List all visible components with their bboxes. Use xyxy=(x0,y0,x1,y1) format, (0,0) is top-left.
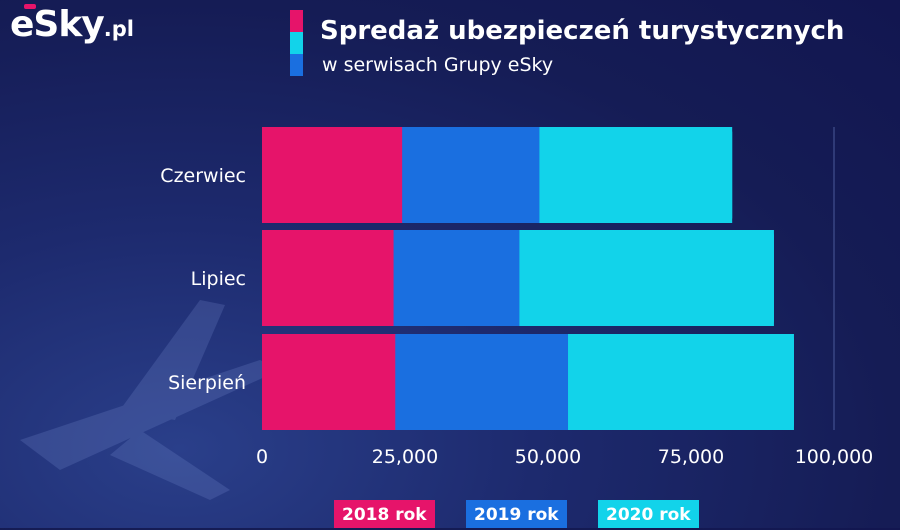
x-tick-label-0: 0 xyxy=(256,446,268,468)
bar-czerwiec-series-2 xyxy=(539,127,733,223)
stripe-2019 xyxy=(290,54,303,76)
legend-item-2018: 2018 rok xyxy=(334,500,435,528)
category-label-1: Lipiec xyxy=(191,268,246,290)
esky-logo: eSky .pl xyxy=(10,4,134,45)
airplane-background-icon xyxy=(20,300,280,500)
chart-title: Spredaż ubezpieczeń turystycznych xyxy=(320,16,845,46)
logo-accent xyxy=(24,4,36,9)
stripe-2020 xyxy=(290,32,303,54)
x-tick-label-4: 100,000 xyxy=(795,446,874,468)
bar-sierpień-series-2 xyxy=(568,334,794,430)
bar-czerwiec-series-1 xyxy=(402,127,540,223)
bar-lipiec-series-2 xyxy=(519,230,774,326)
bar-end-cap-0 xyxy=(720,127,733,223)
category-label-2: Sierpień xyxy=(168,372,246,394)
bar-end-cap-1 xyxy=(761,230,774,326)
bar-sierpień-series-0 xyxy=(262,334,396,430)
x-tick-label-2: 50,000 xyxy=(515,446,581,468)
bar-czerwiec-series-0 xyxy=(262,127,403,223)
title-color-stripes xyxy=(290,10,303,76)
legend-item-2020: 2020 rok xyxy=(598,500,699,528)
bar-end-cap-2 xyxy=(781,334,794,430)
legend-item-2019: 2019 rok xyxy=(466,500,567,528)
stripe-2018 xyxy=(290,10,303,32)
x-tick-label-3: 75,000 xyxy=(658,446,724,468)
chart-subtitle: w serwisach Grupy eSky xyxy=(322,54,554,76)
bar-sierpień-series-1 xyxy=(395,334,569,430)
bar-lipiec-series-0 xyxy=(262,230,395,326)
logo-main-text: eSky xyxy=(10,4,105,45)
chart-legend: 2018 rok 2019 rok 2020 rok xyxy=(0,500,900,528)
category-label-0: Czerwiec xyxy=(160,165,246,187)
logo-suffix-text: .pl xyxy=(103,17,134,41)
bar-lipiec-series-1 xyxy=(393,230,520,326)
x-tick-label-1: 25,000 xyxy=(372,446,438,468)
